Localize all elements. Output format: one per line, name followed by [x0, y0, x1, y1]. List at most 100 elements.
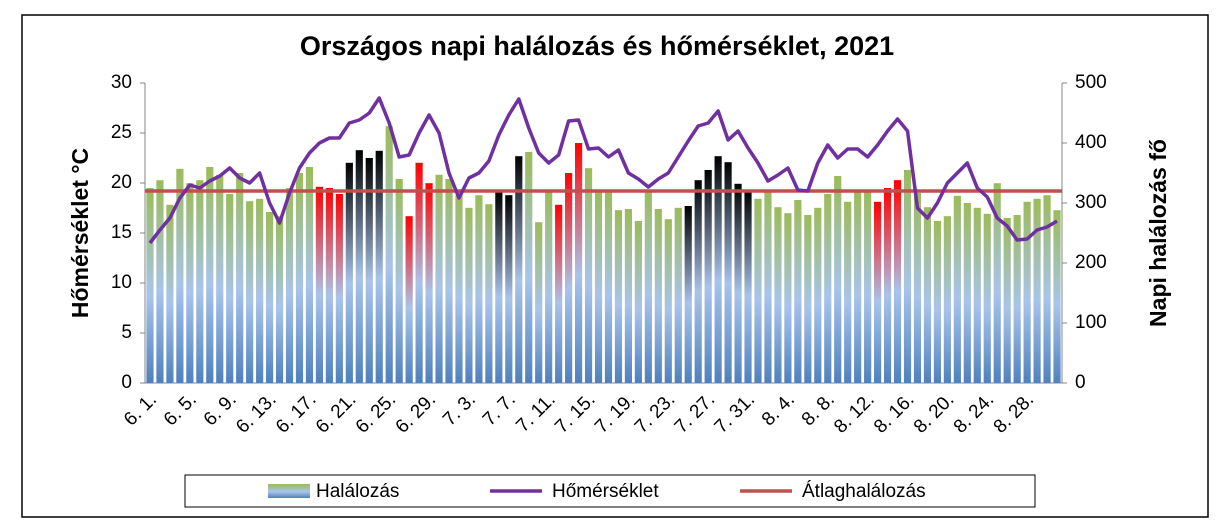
y-tick-label: 25	[111, 122, 132, 143]
chart-title: Országos napi halálozás és hőmérséklet, …	[300, 31, 894, 61]
bar	[156, 180, 164, 383]
bar	[425, 183, 433, 383]
bar	[933, 221, 941, 383]
bar	[963, 203, 971, 383]
bar	[804, 215, 812, 383]
bar	[664, 219, 672, 383]
bar	[495, 192, 503, 383]
bar	[993, 183, 1001, 383]
bar	[295, 173, 304, 383]
bar	[694, 180, 702, 383]
bar	[1033, 198, 1041, 383]
bar	[864, 189, 872, 383]
bar	[1013, 215, 1021, 383]
y2-tick-label: 400	[1075, 132, 1107, 153]
y2-tick-label: 0	[1075, 372, 1086, 393]
bar	[375, 150, 383, 383]
bar	[196, 180, 204, 383]
bar	[236, 173, 244, 383]
legend-label: Hőmérséklet	[552, 481, 659, 502]
bar	[903, 170, 912, 383]
bar	[714, 156, 722, 383]
legend-box	[184, 474, 1036, 508]
bar	[246, 201, 254, 383]
bar	[415, 162, 423, 383]
bar	[325, 188, 333, 383]
bar	[455, 195, 463, 383]
y-axis-title: Hőmérséklet °C	[67, 148, 93, 318]
bar	[335, 194, 343, 383]
bar	[186, 183, 194, 383]
bar	[166, 204, 174, 383]
bar	[256, 198, 264, 383]
bar	[395, 179, 403, 383]
bar	[216, 174, 224, 383]
bar	[893, 180, 902, 383]
y-tick-label: 30	[111, 72, 132, 93]
bar	[654, 209, 662, 383]
bar	[584, 168, 593, 383]
bar	[226, 194, 234, 383]
bar	[774, 207, 782, 383]
y2-tick-label: 200	[1075, 252, 1107, 273]
bar	[515, 156, 523, 383]
y-tick-label: 10	[111, 272, 132, 293]
y-tick-label: 15	[111, 222, 132, 243]
bar	[923, 207, 932, 383]
bar	[365, 158, 373, 383]
bar	[1023, 201, 1031, 383]
bar	[913, 192, 922, 383]
y-tick-label: 5	[121, 322, 132, 343]
bar	[405, 216, 413, 383]
bar	[1003, 218, 1011, 383]
bar	[285, 188, 294, 383]
y2-tick-label: 500	[1075, 72, 1107, 93]
bar	[604, 189, 613, 383]
bar	[834, 176, 842, 383]
bar	[305, 167, 314, 383]
bar	[624, 209, 633, 383]
y2-tick-label: 300	[1075, 192, 1107, 213]
y-tick-label: 20	[111, 172, 132, 193]
bar	[764, 189, 772, 383]
bar	[874, 201, 882, 383]
bar	[943, 216, 951, 383]
bar	[475, 195, 483, 383]
bar	[565, 173, 573, 383]
bar	[574, 143, 583, 383]
y2-axis-title: Napi halálozás fő	[1145, 139, 1171, 327]
bar	[704, 170, 712, 383]
bar	[206, 167, 214, 383]
bar	[445, 179, 453, 383]
bar	[505, 195, 513, 383]
bar	[744, 191, 752, 383]
bar	[525, 152, 533, 383]
bar	[355, 150, 363, 383]
bar	[465, 207, 473, 383]
bar	[634, 221, 642, 383]
bar	[784, 213, 792, 383]
bar	[794, 200, 802, 383]
bar	[754, 198, 762, 383]
bar	[724, 162, 732, 383]
bar	[176, 168, 184, 383]
bar	[594, 191, 603, 383]
bar	[644, 189, 652, 383]
bar	[973, 207, 981, 383]
bar	[1053, 210, 1061, 383]
bar	[674, 207, 682, 383]
bar	[1043, 195, 1051, 383]
bar	[485, 204, 493, 383]
bar	[345, 162, 353, 383]
bar	[953, 195, 961, 383]
bar	[614, 210, 623, 383]
bar	[734, 183, 742, 383]
bar	[535, 222, 543, 383]
bar	[315, 186, 324, 383]
y-tick-label: 0	[121, 372, 132, 393]
bar	[824, 194, 832, 383]
legend-label: Halálozás	[316, 481, 399, 502]
bar	[266, 212, 274, 383]
